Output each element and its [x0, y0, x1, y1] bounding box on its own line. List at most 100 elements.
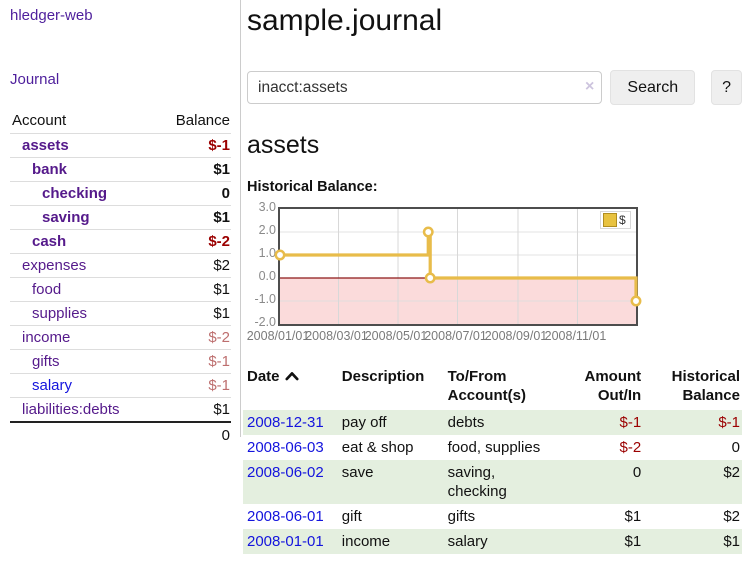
brand-link[interactable]: hledger-web: [10, 7, 93, 24]
account-balance: 0: [155, 181, 231, 206]
search-box: ×: [247, 71, 603, 104]
search-input[interactable]: [247, 71, 603, 104]
account-row: bank $1: [10, 157, 231, 182]
register-header-balance: Historical Balance: [671, 368, 740, 404]
transaction-accounts: food, supplies: [447, 439, 541, 456]
account-row: food $1: [10, 277, 231, 302]
y-axis-tick-label: -2.0: [254, 315, 276, 329]
account-link[interactable]: bank: [32, 161, 68, 178]
register-header-description: Description: [341, 368, 425, 385]
transaction-balance: $-1: [718, 414, 740, 431]
transaction-accounts: gifts: [447, 508, 476, 525]
account-row: cash $-2: [10, 229, 231, 254]
transaction-amount: $-1: [619, 414, 642, 431]
account-row: liabilities:debts $1: [10, 397, 231, 422]
register-row: 2008-01-01 income salary $1 $1: [243, 529, 742, 554]
transaction-balance: $2: [723, 464, 740, 481]
transaction-balance: $2: [723, 508, 740, 525]
account-row: supplies $1: [10, 301, 231, 326]
sort-ascending-icon: [284, 372, 299, 381]
main-content: sample.journal × Search ? assets Histori…: [232, 0, 742, 554]
account-link[interactable]: checking: [42, 185, 108, 202]
account-balance: $-1: [155, 349, 231, 374]
account-link[interactable]: cash: [32, 233, 67, 250]
register-row: 2008-06-03 eat & shop food, supplies $-2 0: [243, 435, 742, 460]
transaction-amount: $1: [624, 508, 642, 525]
transaction-description: gift: [341, 508, 362, 525]
register-header-accounts: To/From Account(s): [447, 368, 526, 404]
register-header-row: Date Description To/From Account(s) Amou…: [243, 365, 742, 410]
y-axis-tick-label: 2.0: [258, 223, 276, 237]
y-axis-tick-label: 1.0: [258, 246, 276, 260]
x-axis-tick-label: 2008/03/01: [305, 329, 368, 343]
legend-label: $: [619, 213, 626, 227]
transaction-balance: $1: [723, 533, 740, 550]
transaction-description: income: [341, 533, 391, 550]
x-axis-tick-label: 2008/05/01: [364, 329, 428, 343]
account-row: income $-2: [10, 325, 231, 350]
register-header-amount: Amount Out/In: [584, 368, 642, 404]
account-balance: $-2: [155, 229, 231, 254]
y-axis-tick-label: -1.0: [254, 292, 276, 306]
account-row: checking 0: [10, 181, 231, 206]
x-axis-tick-label: 2008/07/01: [424, 329, 487, 343]
account-link[interactable]: gifts: [32, 353, 60, 370]
transaction-accounts: saving, checking: [447, 464, 507, 500]
transaction-description: save: [341, 464, 374, 481]
account-row: expenses $2: [10, 253, 231, 278]
accounts-table: Account Balance assets $-1 bank $1 checking 0…: [10, 109, 231, 447]
register-row: 2008-06-01 gift gifts $1 $2: [243, 504, 742, 529]
transaction-date-link[interactable]: 2008-12-31: [247, 414, 324, 431]
account-link[interactable]: expenses: [22, 257, 87, 274]
register-row: 2008-06-02 save saving, checking 0 $2: [243, 460, 742, 504]
transaction-amount: $-2: [619, 439, 642, 456]
chart-title: Historical Balance:: [247, 179, 378, 195]
y-axis-tick-label: 0.0: [258, 269, 276, 283]
register-table: Date Description To/From Account(s) Amou…: [243, 365, 742, 554]
clear-search-icon[interactable]: ×: [585, 78, 595, 95]
register-header-date[interactable]: Date: [243, 365, 342, 410]
account-heading: assets: [247, 131, 320, 159]
historical-balance-chart: 3.0 2.0 1.0 0.0 -1.0 -2.0 2008/01/01 2008/03/01…: [243, 200, 742, 353]
transaction-date-link[interactable]: 2008-06-01: [247, 508, 324, 525]
transaction-accounts: debts: [447, 414, 485, 431]
transaction-description: eat & shop: [341, 439, 414, 456]
account-link[interactable]: saving: [42, 209, 90, 226]
x-axis-tick-label: 2008/09/01: [484, 329, 548, 343]
register-row: 2008-12-31 pay off debts $-1 $-1: [243, 410, 742, 435]
transaction-date-link[interactable]: 2008-01-01: [247, 533, 324, 550]
accounts-total-value: 0: [155, 421, 231, 447]
account-balance: $-1: [155, 133, 231, 158]
account-balance: $-2: [155, 325, 231, 350]
sidebar: hledger-web Journal Account Balance asse…: [0, 0, 241, 447]
transaction-accounts: salary: [447, 533, 488, 550]
account-link[interactable]: income: [22, 329, 71, 346]
page-title: sample.journal: [247, 4, 443, 37]
help-button[interactable]: ?: [711, 70, 742, 105]
x-axis-tick-label: 2008/01/01: [246, 329, 310, 343]
transaction-date-link[interactable]: 2008-06-02: [247, 464, 324, 481]
account-row: assets $-1: [10, 133, 231, 158]
account-balance: $2: [155, 253, 231, 278]
accounts-total-row: 0: [10, 421, 231, 447]
account-balance: $1: [155, 397, 231, 422]
account-balance: $1: [155, 205, 231, 230]
account-link[interactable]: assets: [22, 137, 69, 154]
account-link[interactable]: food: [32, 281, 62, 298]
chart-legend: $: [600, 211, 631, 229]
account-row: salary $-1: [10, 373, 231, 398]
accounts-header-balance: Balance: [175, 112, 230, 129]
account-balance: $1: [155, 277, 231, 302]
y-axis-tick-label: 3.0: [258, 200, 276, 214]
sidebar-link-journal[interactable]: Journal: [10, 71, 60, 88]
search-button[interactable]: Search: [610, 70, 696, 105]
transaction-date-link[interactable]: 2008-06-03: [247, 439, 324, 456]
account-link[interactable]: supplies: [32, 305, 88, 322]
account-link[interactable]: salary: [32, 377, 73, 394]
accounts-header-row: Account Balance: [10, 109, 231, 134]
account-balance: $-1: [155, 373, 231, 398]
chart-svg: [274, 209, 642, 324]
chart-plot-area: [274, 207, 642, 326]
account-link[interactable]: liabilities:debts: [22, 401, 120, 418]
